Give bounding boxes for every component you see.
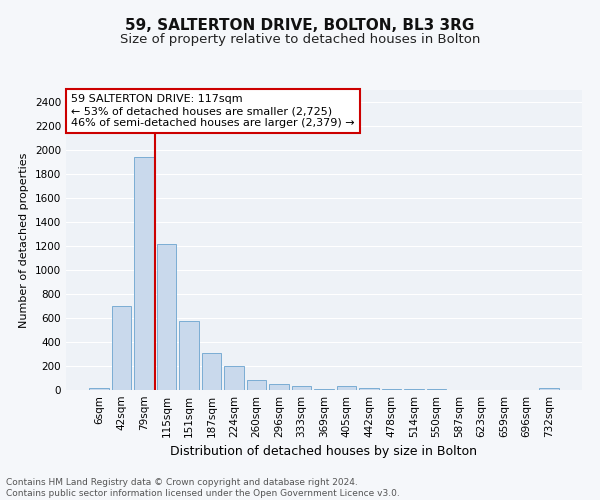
Text: 59, SALTERTON DRIVE, BOLTON, BL3 3RG: 59, SALTERTON DRIVE, BOLTON, BL3 3RG	[125, 18, 475, 32]
Bar	[202, 354, 221, 390]
Bar	[269, 384, 289, 390]
Bar	[89, 388, 109, 390]
Bar	[539, 388, 559, 390]
X-axis label: Distribution of detached houses by size in Bolton: Distribution of detached houses by size …	[170, 446, 478, 458]
Bar	[337, 386, 356, 390]
Text: Contains HM Land Registry data © Crown copyright and database right 2024.
Contai: Contains HM Land Registry data © Crown c…	[6, 478, 400, 498]
Y-axis label: Number of detached properties: Number of detached properties	[19, 152, 29, 328]
Bar	[112, 306, 131, 390]
Bar	[247, 380, 266, 390]
Bar	[134, 157, 154, 390]
Text: 59 SALTERTON DRIVE: 117sqm
← 53% of detached houses are smaller (2,725)
46% of s: 59 SALTERTON DRIVE: 117sqm ← 53% of deta…	[71, 94, 355, 128]
Bar	[292, 386, 311, 390]
Bar	[359, 388, 379, 390]
Bar	[157, 244, 176, 390]
Bar	[179, 321, 199, 390]
Bar	[382, 389, 401, 390]
Text: Size of property relative to detached houses in Bolton: Size of property relative to detached ho…	[120, 32, 480, 46]
Bar	[224, 366, 244, 390]
